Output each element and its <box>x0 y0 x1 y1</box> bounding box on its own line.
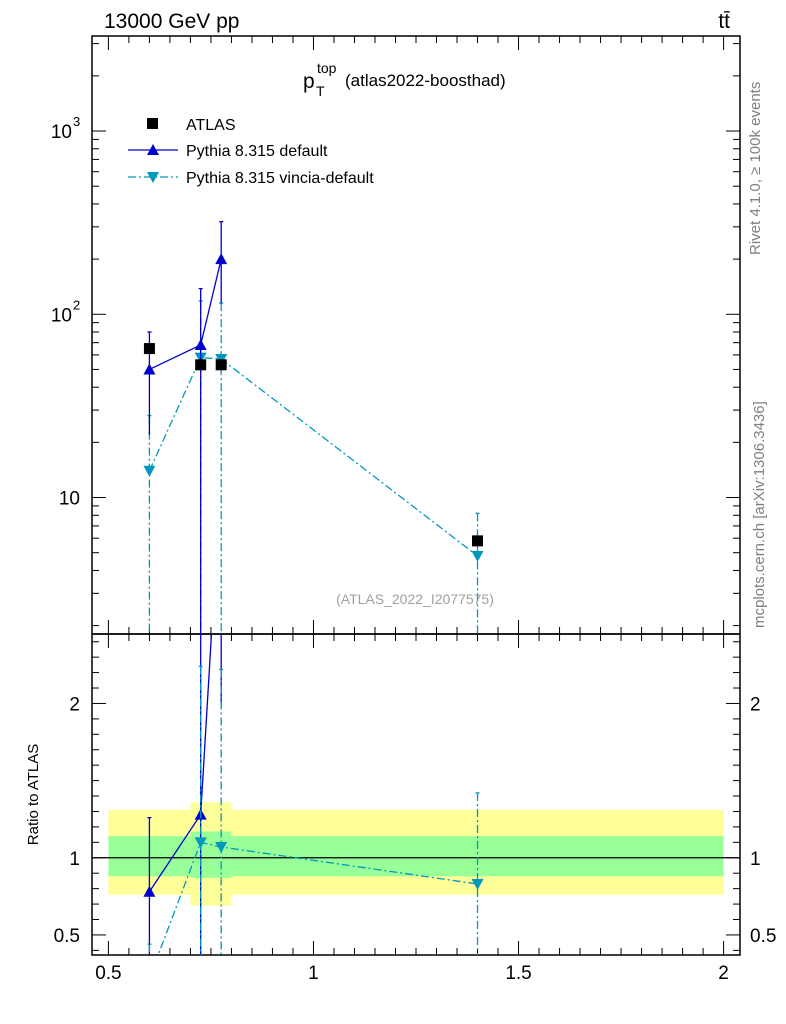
ratio-pythia-vincia-line <box>157 841 478 955</box>
legend-default-label: Pythia 8.315 default <box>186 143 328 160</box>
ratio-pythia-vincia-point <box>215 841 228 853</box>
plot-title-superscript: top <box>317 60 337 76</box>
y-tick-label: 10 <box>59 489 80 510</box>
legend-atlas-label: ATLAS <box>186 117 236 134</box>
y-tick-label: 10 <box>51 305 72 326</box>
y-tick-exponent: 2 <box>73 297 80 312</box>
legend-atlas-marker <box>147 118 158 129</box>
ratio-plot-series <box>143 634 484 984</box>
y-tick-exponent: 3 <box>73 114 80 129</box>
main-plot-series <box>143 221 484 634</box>
pythia-vincia-line <box>148 356 478 557</box>
energy-label: 13000 GeV pp <box>104 10 239 33</box>
x-tick-label: 1.5 <box>505 963 531 984</box>
process-label: tt̄ <box>718 10 730 33</box>
ratio-y-tick-label: 1 <box>69 849 80 870</box>
legend-vincia-label: Pythia 8.315 vincia-default <box>186 170 374 187</box>
legend: ATLAS Pythia 8.315 default Pythia 8.315 … <box>128 117 374 187</box>
mcplots-label: mcplots.cern.ch [arXiv:1306.3436] <box>751 401 768 628</box>
plot-title-rest: (atlas2022-boosthad) <box>345 71 506 90</box>
legend-vincia-marker <box>147 172 159 183</box>
y-tick-label: 10 <box>51 122 72 143</box>
rivet-version-label: Rivet 4.1.0, ≥ 100k events <box>747 82 764 255</box>
ratio-y-tick-label: 0.5 <box>54 926 80 947</box>
pythia-default-point <box>215 253 228 265</box>
ratio-band-inner <box>210 831 232 878</box>
ratio-pythia-vincia-point <box>194 837 207 849</box>
ratio-pythia-vincia-point <box>143 973 155 984</box>
ratio-y-tick-label-right: 2 <box>750 694 761 715</box>
plot-title-subscript: T <box>316 83 325 99</box>
legend-default-marker <box>147 144 159 155</box>
atlas-point <box>143 343 155 355</box>
pythia-vincia-point <box>143 465 156 477</box>
atlas-point <box>215 359 227 371</box>
ratio-pythia-vincia-point <box>471 879 484 891</box>
pythia-default-point <box>194 338 207 350</box>
ratio-y-tick-label: 2 <box>69 694 80 715</box>
ratio-plot-frame <box>91 633 741 956</box>
x-tick-label: 2 <box>718 963 729 984</box>
pythia-vincia-point <box>471 550 484 562</box>
x-tick-label: 0.5 <box>95 963 121 984</box>
ratio-y-tick-label-right: 0.5 <box>750 926 776 947</box>
atlas-point <box>472 535 484 547</box>
ratio-pythia-default-point <box>143 885 156 897</box>
x-tick-label: 1 <box>308 963 319 984</box>
axis-ticks <box>92 36 740 955</box>
ratio-y-tick-label-right: 1 <box>750 849 761 870</box>
pythia-default-line <box>149 258 222 371</box>
ratio-y-axis-label: Ratio to ATLAS <box>25 744 42 845</box>
atlas-point <box>195 359 207 371</box>
pythia-default-point <box>143 363 156 375</box>
ratio-uncertainty-bands <box>92 802 740 906</box>
analysis-watermark: (ATLAS_2022_I2077575) <box>336 591 494 607</box>
plot-title: p <box>303 70 315 93</box>
